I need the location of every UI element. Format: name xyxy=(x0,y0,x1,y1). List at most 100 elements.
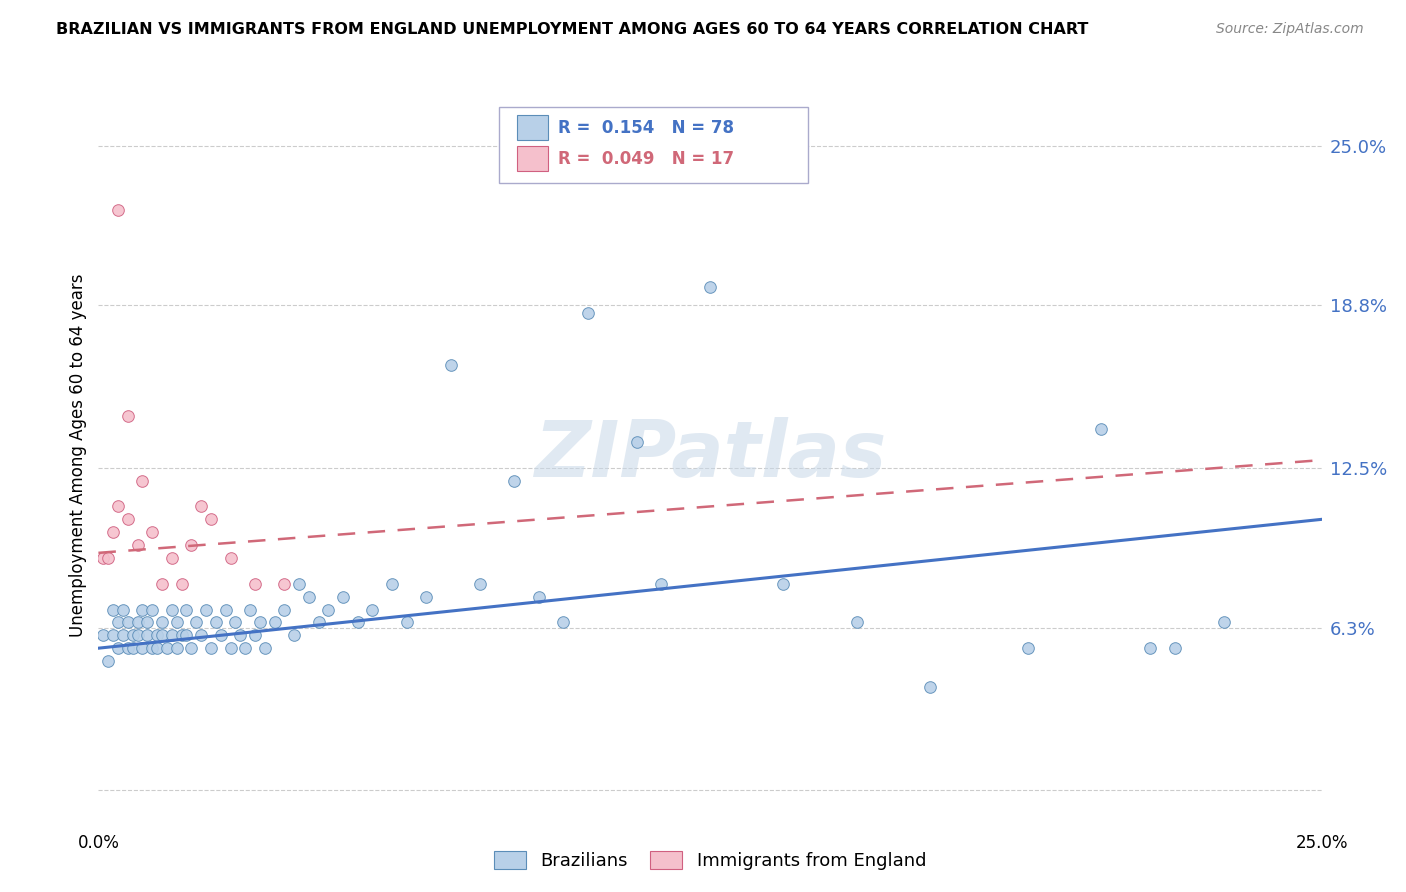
Point xyxy=(141,525,163,540)
Point xyxy=(91,628,114,642)
Point xyxy=(190,628,212,642)
Point xyxy=(150,615,173,630)
Point xyxy=(772,576,794,591)
Point xyxy=(1017,641,1039,656)
Point xyxy=(308,615,330,630)
Point xyxy=(146,641,169,656)
Legend: Brazilians, Immigrants from England: Brazilians, Immigrants from England xyxy=(486,844,934,877)
Point xyxy=(253,641,276,656)
Point xyxy=(136,628,159,642)
Point xyxy=(1212,615,1234,630)
Point xyxy=(273,602,295,616)
Point xyxy=(195,602,218,616)
Text: ZIPatlas: ZIPatlas xyxy=(534,417,886,493)
Point xyxy=(107,203,129,218)
Point xyxy=(553,615,575,630)
Point xyxy=(101,602,124,616)
Point xyxy=(190,500,212,514)
Point xyxy=(117,615,139,630)
Point xyxy=(101,525,124,540)
Point xyxy=(117,641,139,656)
Point xyxy=(131,474,153,488)
Point xyxy=(288,576,311,591)
Point xyxy=(111,602,134,616)
Point xyxy=(415,590,437,604)
Point xyxy=(527,590,550,604)
Text: BRAZILIAN VS IMMIGRANTS FROM ENGLAND UNEMPLOYMENT AMONG AGES 60 TO 64 YEARS CORR: BRAZILIAN VS IMMIGRANTS FROM ENGLAND UNE… xyxy=(56,22,1088,37)
Text: R =  0.049   N = 17: R = 0.049 N = 17 xyxy=(558,150,734,168)
Point xyxy=(699,280,721,294)
Text: Source: ZipAtlas.com: Source: ZipAtlas.com xyxy=(1216,22,1364,37)
Point xyxy=(180,538,202,552)
Point xyxy=(111,628,134,642)
Point xyxy=(273,576,295,591)
Point xyxy=(229,628,252,642)
Point xyxy=(626,435,648,450)
Point xyxy=(332,590,354,604)
Point xyxy=(131,602,153,616)
Point xyxy=(131,641,153,656)
Point xyxy=(136,615,159,630)
Point xyxy=(209,628,232,642)
Point xyxy=(243,576,266,591)
Point xyxy=(440,358,463,372)
Point xyxy=(381,576,404,591)
Point xyxy=(170,628,193,642)
Text: 0.0%: 0.0% xyxy=(77,834,120,852)
Point xyxy=(127,628,149,642)
Point xyxy=(117,409,139,424)
Text: 25.0%: 25.0% xyxy=(1295,834,1348,852)
Point xyxy=(468,576,491,591)
Point xyxy=(150,576,173,591)
Point xyxy=(1139,641,1161,656)
Point xyxy=(1164,641,1187,656)
Point xyxy=(176,602,198,616)
Point xyxy=(298,590,321,604)
Point xyxy=(107,500,129,514)
Point xyxy=(156,641,179,656)
Point xyxy=(318,602,340,616)
Point xyxy=(121,641,143,656)
Point xyxy=(214,602,236,616)
Point xyxy=(200,641,222,656)
Point xyxy=(141,602,163,616)
Point xyxy=(650,576,672,591)
Point xyxy=(346,615,368,630)
Point xyxy=(176,628,198,642)
Point xyxy=(243,628,266,642)
Point xyxy=(107,641,129,656)
Point xyxy=(146,628,169,642)
Point xyxy=(205,615,228,630)
Point xyxy=(361,602,384,616)
Point xyxy=(395,615,418,630)
Point xyxy=(127,538,149,552)
Y-axis label: Unemployment Among Ages 60 to 64 years: Unemployment Among Ages 60 to 64 years xyxy=(69,273,87,637)
Point xyxy=(166,615,188,630)
Point xyxy=(233,641,256,656)
Point xyxy=(160,602,183,616)
Point xyxy=(107,615,129,630)
Point xyxy=(180,641,202,656)
Point xyxy=(160,551,183,566)
Point xyxy=(186,615,208,630)
Point xyxy=(224,615,246,630)
Point xyxy=(1090,422,1112,436)
Point xyxy=(920,680,942,694)
Point xyxy=(170,576,193,591)
Point xyxy=(219,551,242,566)
Point xyxy=(141,641,163,656)
Point xyxy=(283,628,305,642)
Point xyxy=(97,551,120,566)
Point xyxy=(101,628,124,642)
Point xyxy=(219,641,242,656)
Point xyxy=(160,628,183,642)
Point xyxy=(117,512,139,526)
Point xyxy=(91,551,114,566)
Point xyxy=(97,654,120,668)
Text: R =  0.154   N = 78: R = 0.154 N = 78 xyxy=(558,119,734,136)
Point xyxy=(166,641,188,656)
Point xyxy=(150,628,173,642)
Point xyxy=(576,306,599,320)
Point xyxy=(200,512,222,526)
Point xyxy=(239,602,262,616)
